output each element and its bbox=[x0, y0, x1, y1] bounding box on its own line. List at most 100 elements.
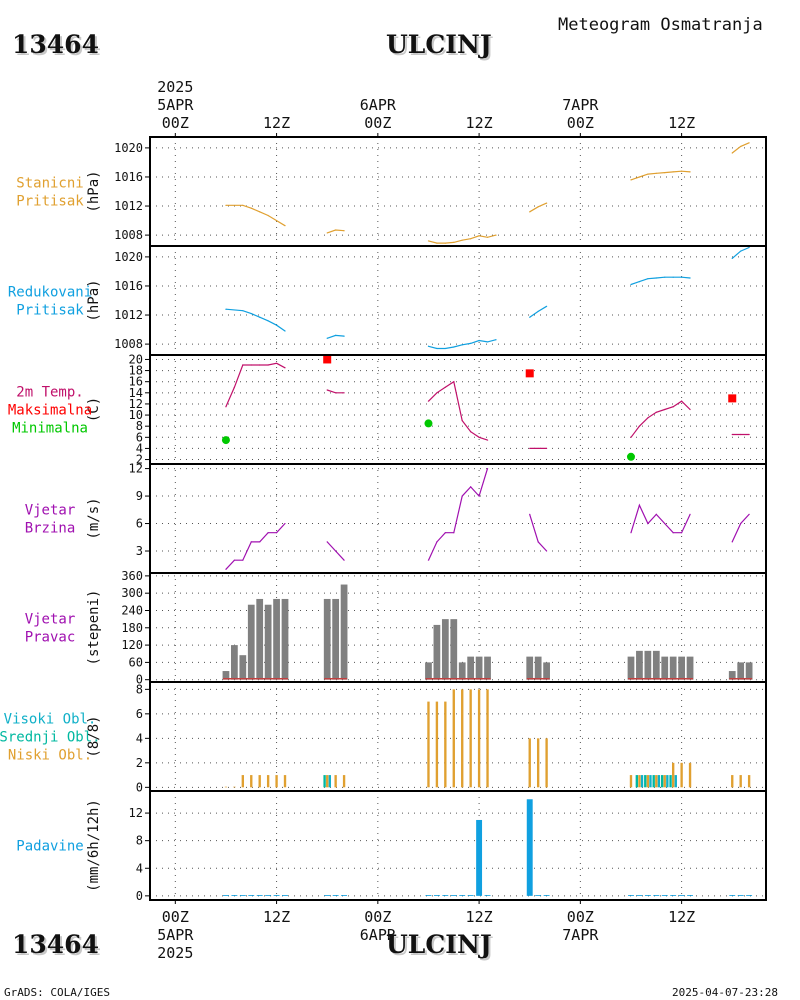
time-tick-label: 12Z bbox=[668, 908, 695, 926]
y-tick-label: 12 bbox=[129, 397, 143, 411]
low-cloud-bar bbox=[241, 775, 245, 788]
y-tick-label: 360 bbox=[121, 569, 143, 583]
direction-bar bbox=[526, 656, 534, 680]
low-cloud-bar bbox=[266, 775, 270, 788]
data-point bbox=[461, 420, 463, 422]
direction-bar bbox=[669, 656, 677, 680]
data-point bbox=[638, 176, 641, 178]
high-cloud-bar bbox=[640, 775, 644, 788]
precip-bar bbox=[678, 895, 685, 896]
data-point bbox=[546, 550, 548, 552]
panel-frame bbox=[149, 136, 767, 247]
series-line bbox=[630, 503, 691, 534]
data-point bbox=[630, 283, 632, 286]
low-cloud-bar bbox=[545, 738, 548, 788]
y-tick-label: 16 bbox=[129, 375, 143, 389]
data-point bbox=[748, 142, 750, 144]
y-tick-label: 240 bbox=[121, 603, 143, 617]
direction-bar bbox=[433, 624, 441, 680]
station-id: 13464 bbox=[12, 30, 99, 59]
data-point bbox=[478, 495, 480, 497]
data-point bbox=[335, 334, 337, 336]
data-point bbox=[444, 347, 446, 350]
y-tick-label: 0 bbox=[136, 673, 143, 687]
data-point bbox=[546, 447, 548, 450]
data-point bbox=[225, 406, 227, 408]
data-point bbox=[486, 341, 489, 343]
mid-cloud-bar bbox=[635, 775, 639, 788]
data-point bbox=[453, 241, 455, 243]
precip-bar bbox=[248, 895, 255, 896]
data-point bbox=[478, 339, 480, 342]
data-point bbox=[740, 250, 742, 252]
date-label: 5APR bbox=[157, 96, 194, 114]
time-tick-label: 00Z bbox=[162, 908, 189, 926]
station-name: ULCINJ bbox=[386, 30, 492, 59]
data-point bbox=[647, 417, 649, 419]
y-tick-label: 18 bbox=[129, 364, 143, 378]
low-cloud-bar bbox=[663, 775, 666, 788]
direction-bar bbox=[340, 584, 348, 680]
precip-bar bbox=[273, 895, 280, 896]
data-point bbox=[537, 541, 539, 543]
y-tick-label: 20 bbox=[129, 352, 143, 366]
data-point bbox=[486, 236, 489, 238]
data-point bbox=[689, 408, 691, 411]
series-line bbox=[731, 246, 750, 259]
precip-bar bbox=[628, 895, 634, 896]
precip-bar bbox=[341, 895, 348, 896]
max-temp-marker bbox=[323, 355, 332, 364]
direction-bar bbox=[652, 650, 660, 680]
low-cloud-bar bbox=[469, 689, 472, 788]
data-point bbox=[225, 308, 227, 310]
data-point bbox=[689, 171, 691, 173]
footer-credit: GrADS: COLA/IGES bbox=[4, 986, 110, 999]
data-point bbox=[259, 211, 261, 213]
data-point bbox=[259, 541, 261, 543]
data-point bbox=[267, 214, 269, 217]
precip-bar bbox=[425, 895, 432, 896]
data-point bbox=[250, 364, 252, 366]
precip-bar bbox=[442, 895, 449, 896]
y-tick-label: 10 bbox=[129, 408, 143, 422]
min-temp-marker bbox=[626, 452, 635, 461]
precip-bar bbox=[670, 895, 677, 896]
precip-bar bbox=[256, 895, 263, 896]
data-point bbox=[478, 436, 480, 438]
series-line bbox=[630, 276, 691, 286]
y-tick-label: 1020 bbox=[114, 250, 143, 264]
data-point bbox=[225, 568, 227, 570]
y-tick-label: 1012 bbox=[114, 308, 143, 322]
data-point bbox=[453, 532, 455, 534]
data-point bbox=[478, 235, 480, 237]
panel-reduced_pressure: 1008 1012 1016 1020 (hPa)Redukovani Pritisak bbox=[8, 245, 767, 356]
panel-label: Stanicni bbox=[16, 176, 83, 192]
data-point bbox=[453, 381, 455, 383]
data-point bbox=[672, 532, 674, 534]
data-point bbox=[267, 364, 269, 366]
series-line bbox=[731, 142, 750, 154]
direction-bar bbox=[425, 662, 432, 680]
data-point bbox=[647, 278, 649, 280]
data-point bbox=[436, 347, 438, 350]
min-temp-marker bbox=[424, 419, 433, 428]
data-point bbox=[731, 152, 733, 154]
data-point bbox=[267, 532, 269, 534]
series-line bbox=[630, 170, 691, 181]
series-line bbox=[529, 514, 548, 552]
precip-bar bbox=[687, 895, 694, 896]
precip-bar bbox=[653, 895, 660, 896]
precip-bar bbox=[644, 895, 651, 896]
data-point bbox=[284, 225, 286, 227]
data-point bbox=[335, 392, 337, 394]
precip-bar bbox=[476, 819, 483, 896]
data-point bbox=[284, 330, 286, 332]
date-label: 7APR bbox=[562, 96, 599, 114]
low-cloud-bar bbox=[283, 775, 287, 788]
panel-precipitation: 0 4 8 12 (mm/6h/12h)Padavine bbox=[16, 790, 767, 903]
direction-bar bbox=[678, 656, 685, 680]
y-tick-label: 6 bbox=[136, 430, 143, 444]
data-point bbox=[529, 513, 531, 515]
